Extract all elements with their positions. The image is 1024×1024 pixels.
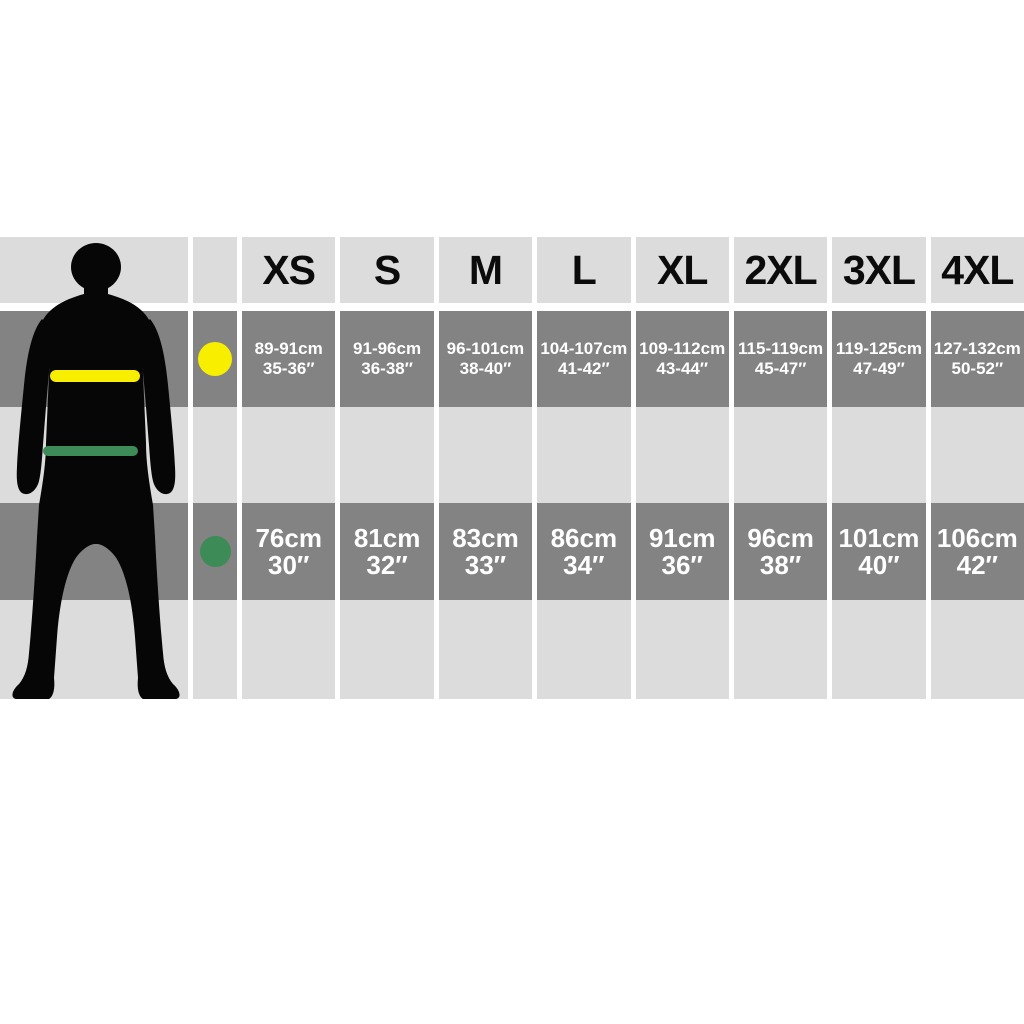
size-header: XS — [242, 237, 336, 303]
waist-in: 34″ — [563, 549, 605, 580]
chest-band — [50, 370, 140, 382]
chest-in: 47-49″ — [853, 359, 905, 378]
waist-cm: 101cm — [838, 522, 920, 553]
size-column-m: M 96-101cm 38-40″ 83cm 33″ — [438, 237, 533, 699]
waist-in: 38″ — [759, 549, 802, 580]
chest-cell: 89-91cm 35-36″ — [242, 311, 336, 407]
waist-cell: 76cm 30″ — [242, 503, 336, 600]
waist-cell: 96cm 38″ — [733, 503, 828, 600]
chest-cm: 127-132cm — [933, 339, 1021, 358]
size-header: XL — [635, 237, 729, 303]
size-column-l: L 104-107cm 41-42″ 86cm 34″ — [537, 237, 631, 699]
chest-in: 41-42″ — [558, 359, 610, 378]
silhouette-body — [12, 277, 180, 699]
waist-in: 32″ — [366, 549, 408, 580]
chest-cell: 115-119cm 45-47″ — [733, 311, 828, 407]
chest-marker-cell — [193, 311, 237, 407]
size-header: 3XL — [832, 237, 926, 303]
chest-in: 50-52″ — [951, 359, 1004, 378]
size-header: 4XL — [930, 237, 1024, 303]
waist-cm: 91cm — [648, 522, 716, 553]
waist-in: 40″ — [858, 549, 900, 580]
size-column-xs: XS 89-91cm 35-36″ 76cm 30″ — [242, 237, 336, 699]
size-chart-table: XS 89-91cm 35-36″ 76cm 30″ S 91-96cm 36-… — [0, 237, 1024, 699]
chest-in: 45-47″ — [754, 359, 807, 378]
waist-in: 30″ — [268, 549, 310, 580]
waist-cm: 86cm — [550, 522, 618, 553]
size-column-3xl: 3XL 119-125cm 47-49″ 101cm 40″ — [832, 237, 926, 699]
waist-cell: 86cm 34″ — [537, 503, 631, 600]
waist-cell: 106cm 42″ — [930, 503, 1024, 600]
chest-cm: 115-119cm — [738, 339, 824, 358]
chest-cell: 104-107cm 41-42″ — [537, 311, 631, 407]
size-column-xl: XL 109-112cm 43-44″ 91cm 36″ — [635, 237, 729, 699]
waist-band — [43, 446, 138, 456]
size-column-2xl: 2XL 115-119cm 45-47″ 96cm 38″ — [733, 237, 828, 699]
waist-cm: 76cm — [255, 522, 322, 553]
waist-cm: 81cm — [353, 522, 421, 553]
waist-in: 33″ — [464, 549, 507, 580]
waist-in: 42″ — [956, 549, 998, 580]
waist-marker-green-dot — [199, 536, 231, 567]
chest-cm: 109-112cm — [639, 339, 726, 358]
chest-marker-yellow-dot — [198, 342, 232, 376]
chest-in: 36-38″ — [361, 359, 413, 378]
size-header: S — [340, 237, 434, 303]
marker-column — [193, 237, 237, 699]
figure-cell — [0, 237, 188, 699]
waist-cell: 83cm 33″ — [438, 503, 533, 600]
waist-cell: 91cm 36″ — [635, 503, 729, 600]
size-header: M — [438, 237, 533, 303]
chest-cell: 109-112cm 43-44″ — [635, 311, 729, 407]
size-header: 2XL — [733, 237, 828, 303]
chest-cm: 91-96cm — [353, 339, 422, 358]
chest-cell: 96-101cm 38-40″ — [438, 311, 533, 407]
size-column-4xl: 4XL 127-132cm 50-52″ 106cm 42″ — [930, 237, 1024, 699]
chest-cm: 89-91cm — [254, 339, 323, 358]
silhouette-head — [71, 243, 121, 291]
chest-in: 35-36″ — [262, 359, 315, 378]
chest-cell: 119-125cm 47-49″ — [832, 311, 926, 407]
chest-cm: 96-101cm — [446, 339, 525, 358]
waist-cm: 83cm — [452, 522, 519, 553]
waist-in: 36″ — [661, 549, 703, 580]
chest-cell: 127-132cm 50-52″ — [930, 311, 1024, 407]
silhouette-right-arm — [135, 319, 176, 495]
chest-in: 43-44″ — [656, 359, 708, 378]
chest-in: 38-40″ — [459, 359, 512, 378]
waist-cm: 96cm — [747, 522, 814, 553]
waist-cm: 106cm — [936, 522, 1018, 553]
waist-marker-cell — [193, 503, 237, 600]
waist-cell: 101cm 40″ — [832, 503, 926, 600]
marker-header-cell — [193, 237, 237, 303]
chest-cm: 119-125cm — [835, 339, 922, 358]
male-silhouette — [12, 243, 180, 699]
chest-cell: 91-96cm 36-38″ — [340, 311, 434, 407]
waist-cell: 81cm 32″ — [340, 503, 434, 600]
chest-cm: 104-107cm — [540, 339, 628, 358]
size-header: L — [537, 237, 631, 303]
silhouette-left-arm — [16, 319, 57, 495]
size-column-s: S 91-96cm 36-38″ 81cm 32″ — [340, 237, 434, 699]
